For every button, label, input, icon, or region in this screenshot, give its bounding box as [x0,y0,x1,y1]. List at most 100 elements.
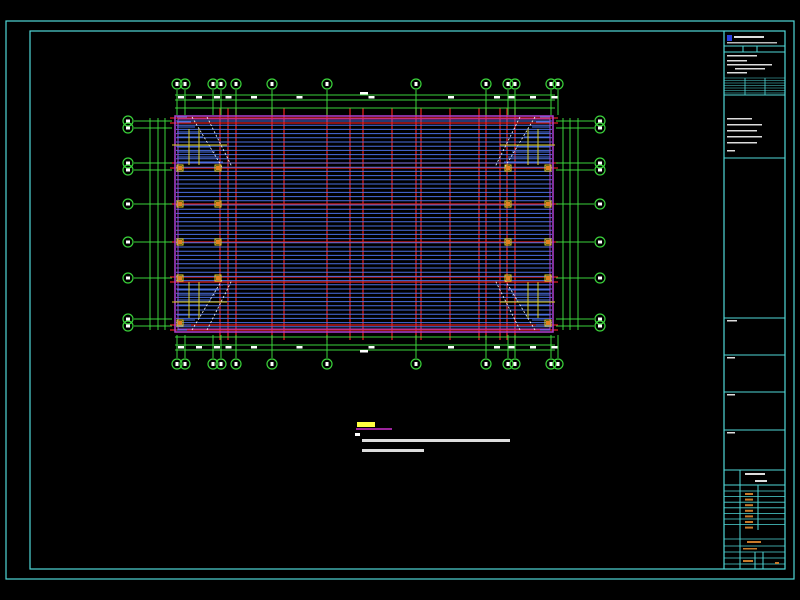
grid-bubble-icon [179,358,191,370]
column-core [546,276,550,280]
grid-bubble-label [126,324,130,328]
dimension-text [530,96,536,99]
grid-bubble-icon [266,78,278,90]
grid-bubble-icon [594,115,606,127]
grid-axes [122,78,606,370]
title-block-text-glyphs [727,64,772,66]
title-block-text-glyphs [727,136,762,138]
grid-bubble-label [549,82,553,86]
grid-bubble-icon [509,78,521,90]
grid-bubble-label [325,362,329,366]
grid-bubble-icon [230,358,242,370]
title-block-value-glyphs [745,526,753,529]
title-block-value-glyphs [747,541,761,543]
column-marker-icon [544,238,552,246]
notes [355,422,510,452]
title-block-value-glyphs [745,509,753,512]
grid-bubble-icon [122,236,134,248]
grid-bubble-icon [594,320,606,332]
stair-run [494,116,521,168]
column-core [216,202,220,206]
grid-bubble-icon [545,358,557,370]
grid-bubble-label [598,168,602,172]
dimension-text [368,346,375,349]
column-marker-icon [214,274,222,282]
column-core [216,166,220,170]
grid-bubble-icon [509,358,521,370]
column-marker-icon [176,200,184,208]
grid-bubble-icon [502,358,514,370]
grid-bubble-label [506,82,510,86]
column-core [178,166,182,170]
dimension-text [178,96,184,99]
grid-bubble-label [598,119,602,123]
title-block-text-glyphs [727,124,762,126]
dimension-text [196,346,202,349]
column-marker-icon [544,164,552,172]
grid-bubble-icon [266,358,278,370]
title-block-text-glyphs [727,60,747,62]
grid-bubble-label [598,161,602,165]
column-marker-icon [176,319,184,327]
grid-bubble-label [598,240,602,244]
column-marker-icon [176,274,184,282]
column-marker-icon [544,274,552,282]
column-marker-icon [544,200,552,208]
grid-bubble-icon [122,272,134,284]
grid-bubble-label [414,362,418,366]
grid-bubble-icon [594,272,606,284]
dimension-text [225,346,232,349]
dimension-text [551,96,558,99]
grid-bubble-label [598,126,602,130]
dimension-text [178,346,184,349]
dimension-text [251,346,257,349]
column-marker-icon [214,200,222,208]
grid-bubble-label [234,362,238,366]
stair-run [206,116,233,168]
column-marker-icon [504,200,512,208]
grid-bubble-icon [171,358,183,370]
columns [176,164,552,327]
title-block-text-glyphs [727,142,757,144]
grid-bubble-label [270,362,274,366]
grid-bubble-icon [122,164,134,176]
column-core [506,276,510,280]
grid-bubble-icon [122,320,134,332]
column-marker-icon [214,238,222,246]
grid-bubble-icon [410,78,422,90]
grid-bubble-label [484,82,488,86]
grid-bubble-label [126,202,130,206]
column-core [178,202,182,206]
grid-bubble-label [183,362,187,366]
grid-bubble-icon [502,78,514,90]
dimension-text [530,346,536,349]
column-marker-icon [544,319,552,327]
grid-bubble-label [219,82,223,86]
dimension-text [494,96,500,99]
grid-bubble-icon [215,78,227,90]
grid-bubble-icon [480,78,492,90]
column-marker-icon [176,238,184,246]
grid-bubble-label [126,119,130,123]
column-marker-icon [504,164,512,172]
grid-bubble-icon [171,78,183,90]
grid-bubble-label [126,161,130,165]
column-core [506,240,510,244]
title-block-text-glyphs [745,473,765,475]
title-block-text-glyphs [727,432,735,434]
building-outline [174,115,554,333]
column-core [216,240,220,244]
title-block-text-glyphs [727,320,737,322]
grid-bubble-icon [122,115,134,127]
grid-bubble-label [598,317,602,321]
grid-bubble-label [506,362,510,366]
title-block-value-glyphs [745,515,753,518]
title-block-text-glyphs [727,72,747,74]
column-marker-icon [504,238,512,246]
title-block-value-glyphs [743,560,753,562]
grid-bubble-label [598,276,602,280]
column-core [546,202,550,206]
grid-bubble-icon [122,313,134,325]
title-block-text-glyphs [735,68,765,70]
